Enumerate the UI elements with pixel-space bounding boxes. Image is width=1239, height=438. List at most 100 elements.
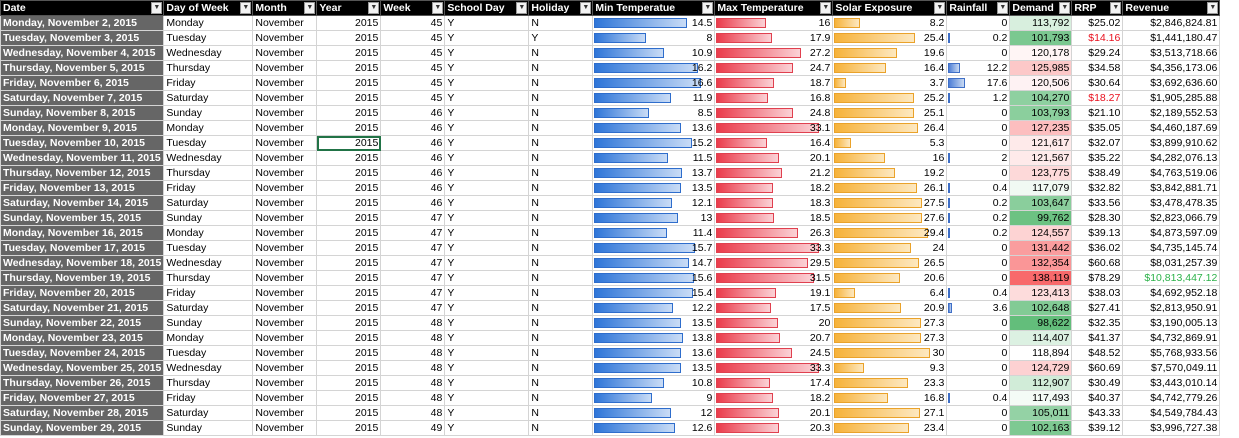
cell-max[interactable]: 20 xyxy=(714,315,834,331)
cell-revenue[interactable]: $2,823,066.79 xyxy=(1122,210,1221,226)
cell-max[interactable]: 17.5 xyxy=(714,300,834,316)
cell-date[interactable]: Monday, November 16, 2015 xyxy=(0,225,165,241)
cell-rrp[interactable]: $32.35 xyxy=(1071,315,1124,331)
cell-dow[interactable]: Wednesday xyxy=(163,45,254,61)
cell-max[interactable]: 27.2 xyxy=(714,45,834,61)
cell-month[interactable]: November xyxy=(252,90,318,106)
cell-revenue[interactable]: $4,549,784.43 xyxy=(1122,405,1221,421)
cell-min[interactable]: 14.5 xyxy=(592,15,716,31)
cell-date[interactable]: Monday, November 9, 2015 xyxy=(0,120,165,136)
cell-dow[interactable]: Friday xyxy=(163,285,254,301)
cell-holiday[interactable]: N xyxy=(528,240,594,256)
cell-solar[interactable]: 20.6 xyxy=(832,270,948,286)
cell-rain[interactable]: 0.2 xyxy=(946,30,1011,46)
cell-dow[interactable]: Saturday xyxy=(163,195,254,211)
cell-month[interactable]: November xyxy=(252,405,318,421)
cell-dow[interactable]: Monday xyxy=(163,330,254,346)
cell-month[interactable]: November xyxy=(252,30,318,46)
cell-rrp[interactable]: $21.10 xyxy=(1071,105,1124,121)
cell-school[interactable]: Y xyxy=(444,240,530,256)
cell-demand[interactable]: 101,793 xyxy=(1009,30,1073,46)
cell-max[interactable]: 18.2 xyxy=(714,180,834,196)
cell-date[interactable]: Tuesday, November 3, 2015 xyxy=(0,30,165,46)
cell-max[interactable]: 33.1 xyxy=(714,120,834,136)
cell-holiday[interactable]: N xyxy=(528,210,594,226)
cell-month[interactable]: November xyxy=(252,165,318,181)
cell-rain[interactable]: 0 xyxy=(946,405,1011,421)
cell-solar[interactable]: 25.4 xyxy=(832,30,948,46)
cell-revenue[interactable]: $4,763,519.06 xyxy=(1122,165,1221,181)
cell-revenue[interactable]: $3,899,910.62 xyxy=(1122,135,1221,151)
cell-min[interactable]: 13.6 xyxy=(592,345,716,361)
cell-rain[interactable]: 0 xyxy=(946,270,1011,286)
cell-year[interactable]: 2015 xyxy=(316,240,382,256)
cell-dow[interactable]: Friday xyxy=(163,180,254,196)
cell-school[interactable]: Y xyxy=(444,360,530,376)
cell-date[interactable]: Thursday, November 12, 2015 xyxy=(0,165,165,181)
cell-max[interactable]: 20.1 xyxy=(714,405,834,421)
cell-month[interactable]: November xyxy=(252,195,318,211)
cell-week[interactable]: 45 xyxy=(380,90,446,106)
cell-year[interactable]: 2015 xyxy=(316,150,382,166)
cell-demand[interactable]: 138,119 xyxy=(1009,270,1073,286)
cell-solar[interactable]: 19.2 xyxy=(832,165,948,181)
cell-solar[interactable]: 23.4 xyxy=(832,420,948,436)
cell-demand[interactable]: 103,647 xyxy=(1009,195,1073,211)
cell-school[interactable]: Y xyxy=(444,30,530,46)
cell-dow[interactable]: Monday xyxy=(163,15,254,31)
column-header[interactable]: School Day ▼ xyxy=(444,0,530,16)
cell-max[interactable]: 17.9 xyxy=(714,30,834,46)
cell-solar[interactable]: 16.8 xyxy=(832,390,948,406)
cell-date[interactable]: Sunday, November 15, 2015 xyxy=(0,210,165,226)
cell-demand[interactable]: 120,506 xyxy=(1009,75,1073,91)
cell-holiday[interactable]: N xyxy=(528,150,594,166)
cell-dow[interactable]: Thursday xyxy=(163,375,254,391)
cell-rrp[interactable]: $35.05 xyxy=(1071,120,1124,136)
cell-holiday[interactable]: N xyxy=(528,120,594,136)
cell-rrp[interactable]: $33.56 xyxy=(1071,195,1124,211)
cell-date[interactable]: Wednesday, November 4, 2015 xyxy=(0,45,165,61)
cell-date[interactable]: Wednesday, November 11, 2015 xyxy=(0,150,165,166)
cell-rain[interactable]: 3.6 xyxy=(946,300,1011,316)
cell-demand[interactable]: 102,163 xyxy=(1009,420,1073,436)
cell-date[interactable]: Sunday, November 8, 2015 xyxy=(0,105,165,121)
cell-year[interactable]: 2015 xyxy=(316,375,382,391)
cell-min[interactable]: 13.5 xyxy=(592,180,716,196)
cell-week[interactable]: 48 xyxy=(380,405,446,421)
filter-dropdown-icon[interactable]: ▼ xyxy=(820,2,832,14)
cell-demand[interactable]: 104,270 xyxy=(1009,90,1073,106)
cell-solar[interactable]: 27.1 xyxy=(832,405,948,421)
cell-date[interactable]: Monday, November 23, 2015 xyxy=(0,330,165,346)
cell-date[interactable]: Friday, November 20, 2015 xyxy=(0,285,165,301)
cell-rain[interactable]: 0.2 xyxy=(946,195,1011,211)
cell-revenue[interactable]: $1,441,180.47 xyxy=(1122,30,1221,46)
column-header[interactable]: Year ▼ xyxy=(316,0,382,16)
cell-rrp[interactable]: $28.30 xyxy=(1071,210,1124,226)
cell-min[interactable]: 16.2 xyxy=(592,60,716,76)
cell-rain[interactable]: 0 xyxy=(946,105,1011,121)
cell-week[interactable]: 49 xyxy=(380,420,446,436)
cell-demand[interactable]: 123,775 xyxy=(1009,165,1073,181)
filter-dropdown-icon[interactable]: ▼ xyxy=(516,2,528,14)
cell-dow[interactable]: Thursday xyxy=(163,165,254,181)
cell-rrp[interactable]: $32.07 xyxy=(1071,135,1124,151)
cell-week[interactable]: 46 xyxy=(380,105,446,121)
cell-min[interactable]: 10.8 xyxy=(592,375,716,391)
cell-holiday[interactable]: N xyxy=(528,255,594,271)
cell-date[interactable]: Saturday, November 14, 2015 xyxy=(0,195,165,211)
cell-dow[interactable]: Sunday xyxy=(163,210,254,226)
cell-dow[interactable]: Thursday xyxy=(163,60,254,76)
cell-solar[interactable]: 25.2 xyxy=(832,90,948,106)
cell-week[interactable]: 48 xyxy=(380,390,446,406)
cell-week[interactable]: 48 xyxy=(380,315,446,331)
cell-max[interactable]: 16.8 xyxy=(714,90,834,106)
cell-month[interactable]: November xyxy=(252,45,318,61)
cell-solar[interactable]: 3.7 xyxy=(832,75,948,91)
cell-revenue[interactable]: $4,460,187.69 xyxy=(1122,120,1221,136)
cell-school[interactable]: Y xyxy=(444,45,530,61)
cell-holiday[interactable]: N xyxy=(528,285,594,301)
cell-year[interactable]: 2015 xyxy=(316,195,382,211)
cell-month[interactable]: November xyxy=(252,375,318,391)
cell-holiday[interactable]: N xyxy=(528,270,594,286)
cell-revenue[interactable]: $4,735,145.74 xyxy=(1122,240,1221,256)
